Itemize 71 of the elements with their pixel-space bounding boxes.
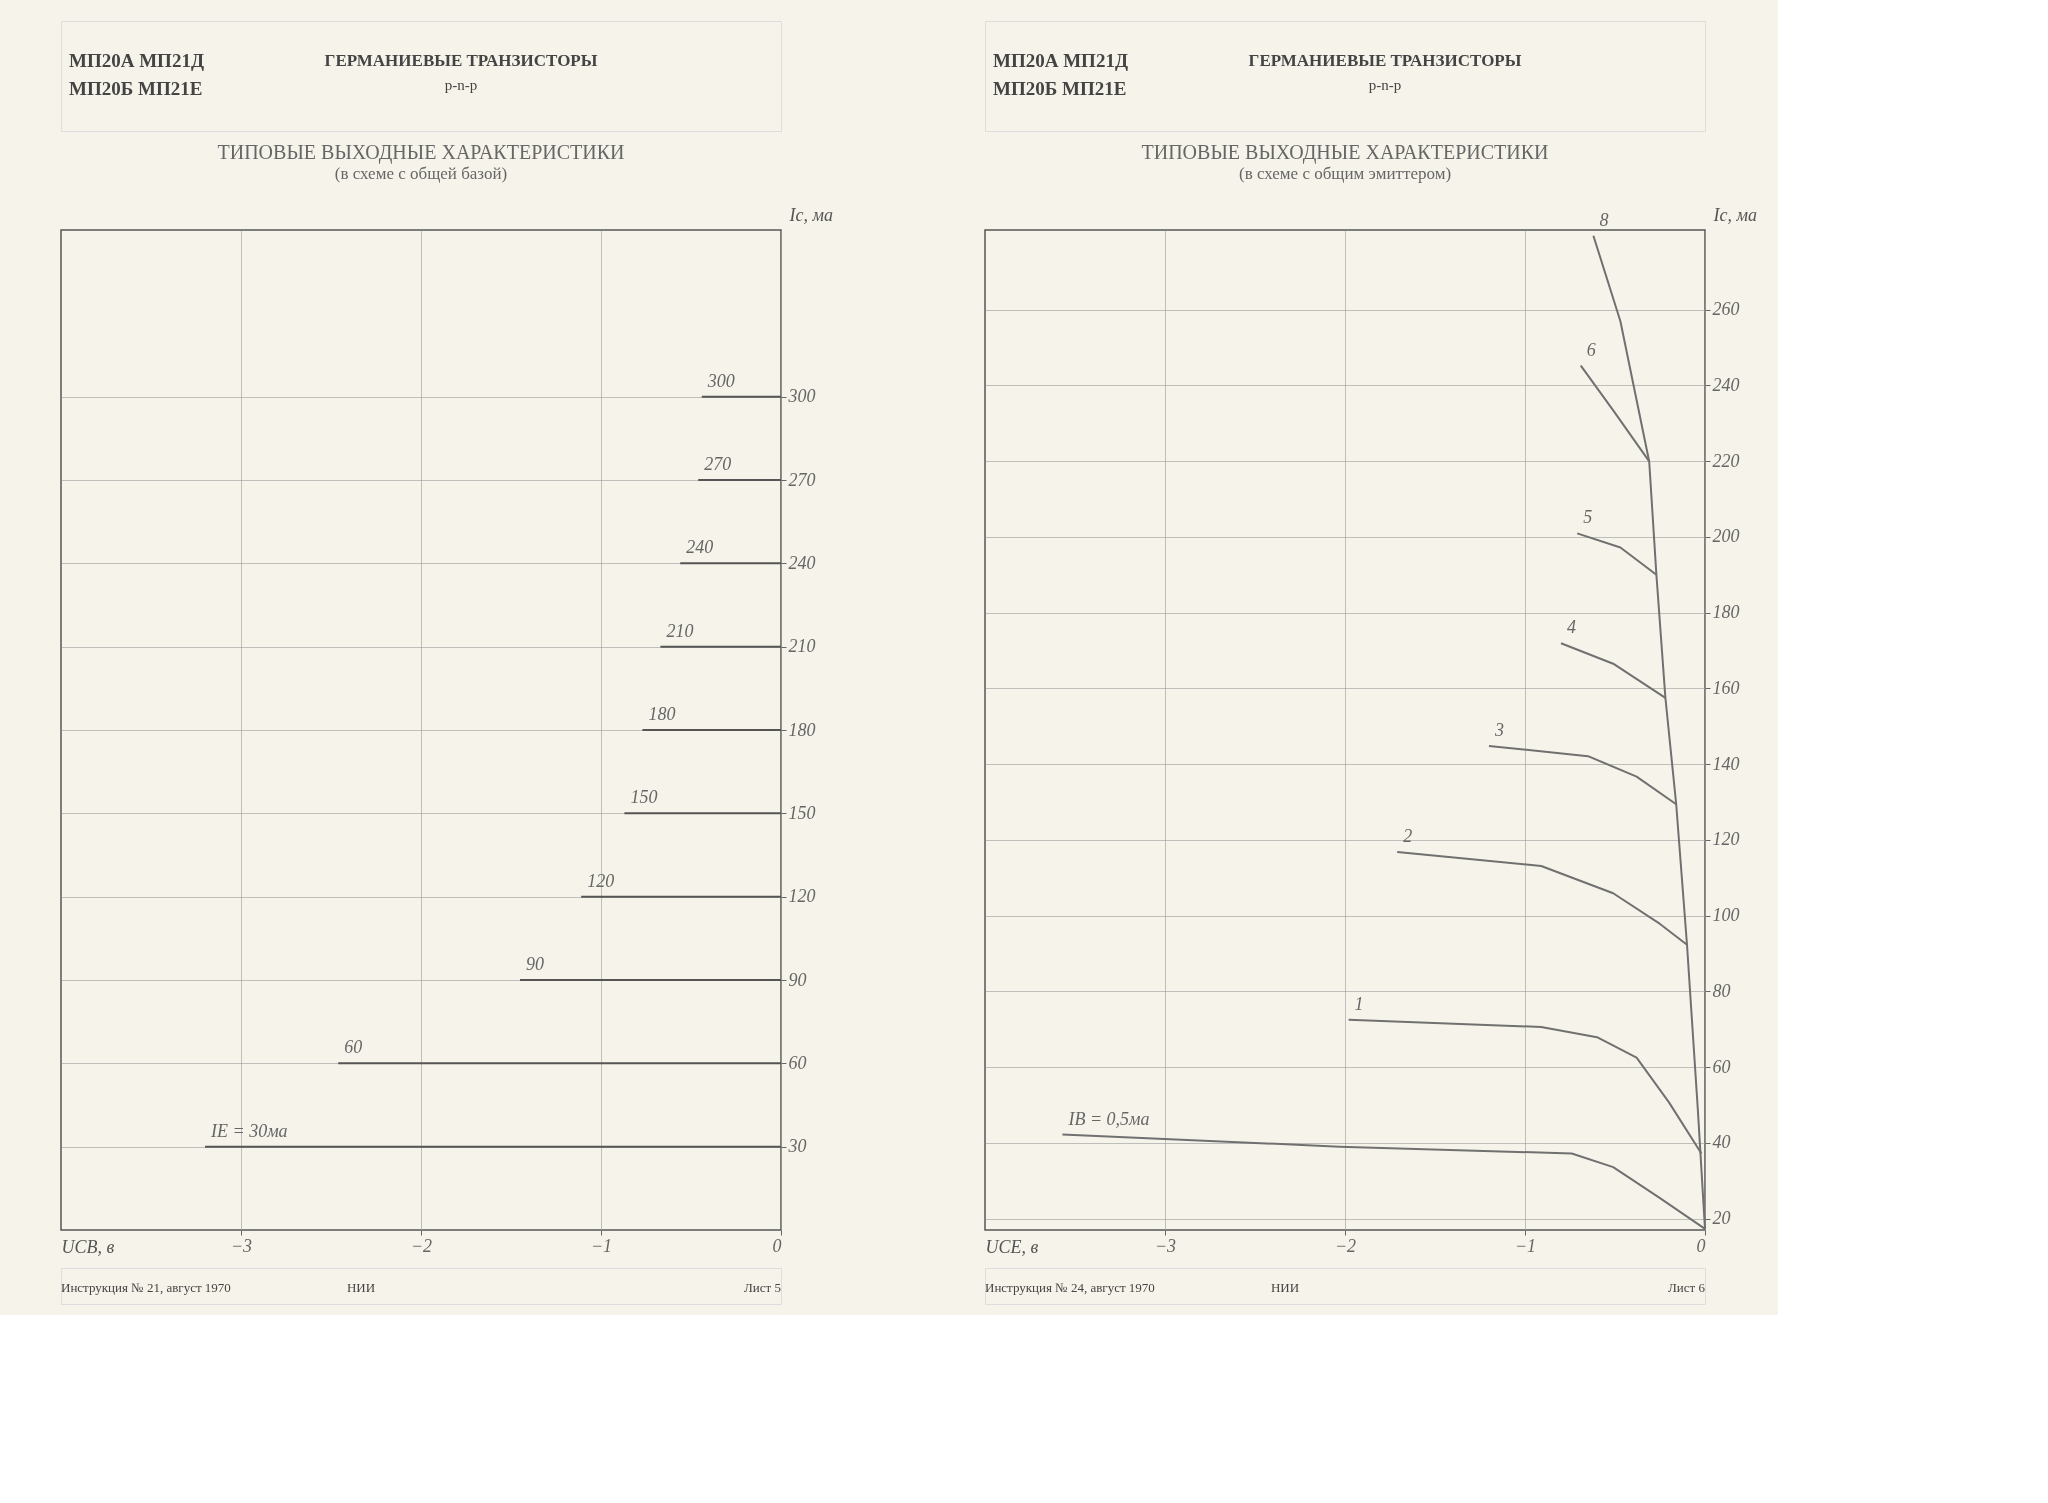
y-tick-label: 60: [788, 1052, 807, 1073]
series-label: 4: [1567, 617, 1576, 638]
series-label: 2: [1403, 825, 1413, 846]
chart-subtitle: (в схеме с общей базой): [334, 164, 508, 183]
y-tick-label: 20: [1712, 1208, 1731, 1229]
y-tick-label: 90: [788, 969, 807, 990]
x-tick-label: −3: [1154, 1235, 1177, 1256]
x-tick-label: −1: [1514, 1235, 1537, 1256]
y-tick-label: 240: [1712, 374, 1740, 395]
x-tick-label: −2: [1334, 1235, 1357, 1256]
y-tick-label: 200: [1712, 526, 1740, 547]
series-label: 300: [706, 370, 735, 391]
y-tick-label: 120: [1712, 829, 1740, 850]
y-tick-label: 80: [1712, 980, 1731, 1001]
x-tick-label: −3: [230, 1235, 253, 1256]
series-label: 270: [704, 454, 732, 474]
series-label: 150: [630, 787, 658, 808]
x-tick-label: 0: [1696, 1235, 1706, 1256]
chart-title: ТИПОВЫЕ ВЫХОДНЫЕ ХАРАКТЕРИСТИКИ: [217, 141, 625, 164]
series-label: 5: [1583, 507, 1593, 528]
y-axis-title: Ic, ма: [788, 204, 833, 225]
y-tick-label: 180: [788, 719, 816, 740]
y-tick-label: 140: [1712, 753, 1740, 774]
text: р-n-р: [1368, 77, 1402, 93]
text: НИИ: [1270, 1280, 1300, 1295]
text: НИИ: [346, 1280, 376, 1295]
x-tick-label: 0: [772, 1235, 782, 1256]
series-label: 3: [1494, 719, 1504, 740]
y-tick-label: 260: [1712, 299, 1740, 320]
x-tick-label: −1: [590, 1235, 613, 1256]
x-axis-title: UCE, в: [985, 1236, 1039, 1257]
y-tick-label: 240: [788, 552, 816, 573]
text: Лист 5: [744, 1280, 781, 1295]
y-tick-label: 120: [788, 886, 816, 907]
x-axis-title: UCB, в: [61, 1236, 115, 1257]
series-label: 60: [344, 1037, 363, 1058]
text: Лист 6: [1668, 1280, 1706, 1295]
y-tick-label: 60: [1712, 1056, 1731, 1077]
y-tick-label: 100: [1712, 905, 1740, 926]
series-label: 1: [1354, 993, 1364, 1014]
series-label: IB = 0,5ма: [1067, 1108, 1150, 1129]
series-label: 210: [666, 620, 694, 641]
x-tick-label: −2: [410, 1235, 433, 1256]
y-tick-label: 210: [788, 636, 816, 657]
y-axis-title: Ic, ма: [1712, 204, 1757, 225]
text: МП20Б МП21Е: [69, 78, 203, 99]
series-label: IE = 30ма: [210, 1120, 288, 1141]
series-label: 6: [1586, 339, 1596, 360]
text: р-n-р: [444, 77, 478, 93]
text: ГЕРМАНИЕВЫЕ ТРАНЗИСТОРЫ: [1248, 51, 1522, 70]
text: Инструкция № 21, август 1970: [61, 1280, 231, 1295]
series-label: 240: [686, 537, 714, 558]
text: МП20А МП21Д: [69, 50, 204, 71]
series-label: 120: [587, 870, 615, 891]
series-label: 8: [1599, 209, 1609, 230]
text: МП20А МП21Д: [993, 50, 1128, 71]
y-tick-label: 220: [1712, 450, 1740, 471]
y-tick-label: 270: [788, 469, 816, 490]
y-tick-label: 180: [1712, 602, 1740, 623]
y-tick-label: 160: [1712, 677, 1740, 698]
y-tick-label: 30: [787, 1136, 807, 1157]
chart-subtitle: (в схеме с общим эмиттером): [1238, 164, 1452, 183]
text: ГЕРМАНИЕВЫЕ ТРАНЗИСТОРЫ: [324, 51, 598, 70]
series-label: 90: [526, 954, 544, 974]
text: МП20Б МП21Е: [993, 78, 1127, 99]
series-label: 180: [648, 704, 676, 724]
y-tick-label: 40: [1712, 1132, 1731, 1153]
y-tick-label: 300: [787, 386, 816, 407]
chart-title: ТИПОВЫЕ ВЫХОДНЫЕ ХАРАКТЕРИСТИКИ: [1141, 141, 1549, 164]
text: Инструкция № 24, август 1970: [985, 1280, 1155, 1295]
y-tick-label: 150: [788, 802, 816, 823]
